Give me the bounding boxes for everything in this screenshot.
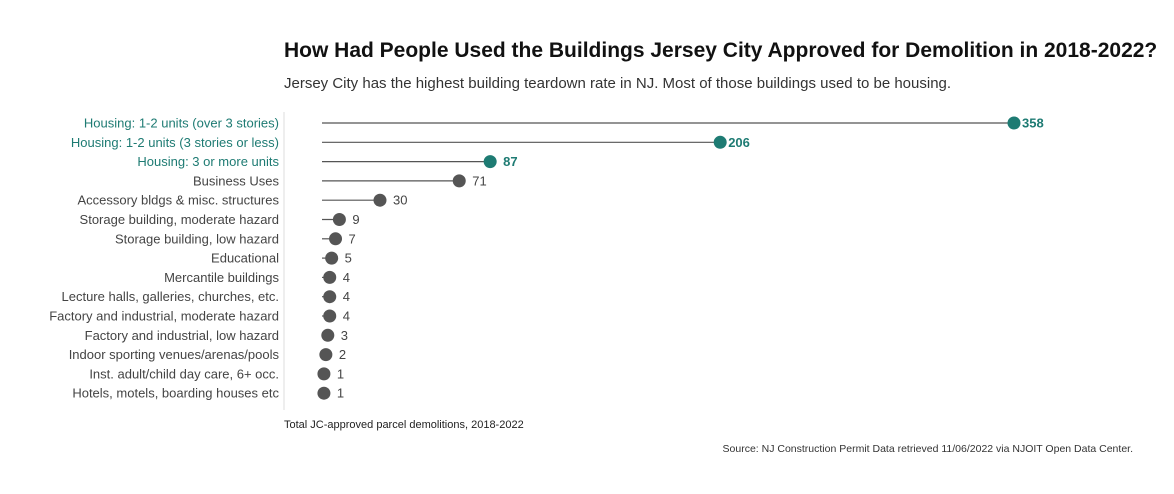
lollipop-dot xyxy=(317,367,331,381)
lollipop-dot xyxy=(323,270,337,284)
lollipop-dot xyxy=(323,309,337,323)
value-label: 358 xyxy=(1022,116,1044,131)
category-label: Lecture halls, galleries, churches, etc. xyxy=(62,289,280,304)
value-label: 30 xyxy=(393,193,407,208)
value-label: 1 xyxy=(337,386,344,401)
lollipop-dot xyxy=(319,348,333,362)
value-label: 87 xyxy=(503,154,517,169)
chart-subtitle: Jersey City has the highest building tea… xyxy=(284,75,951,92)
lollipop-dot xyxy=(713,135,727,149)
lollipop-dot xyxy=(321,328,335,342)
lollipop-dot xyxy=(1007,116,1021,130)
category-label: Housing: 1-2 units (over 3 stories) xyxy=(84,116,279,131)
chart-title: How Had People Used the Buildings Jersey… xyxy=(284,39,1157,62)
value-label: 1 xyxy=(337,366,344,381)
value-label: 2 xyxy=(339,347,346,362)
lollipop-dot xyxy=(483,155,497,169)
category-label: Mercantile buildings xyxy=(164,270,279,285)
lollipop-dot xyxy=(317,386,331,400)
category-label: Inst. adult/child day care, 6+ occ. xyxy=(89,366,279,381)
category-label: Factory and industrial, moderate hazard xyxy=(49,309,279,324)
value-label: 3 xyxy=(341,328,348,343)
lollipop-dot xyxy=(323,290,337,304)
value-label: 4 xyxy=(343,289,350,304)
category-label: Housing: 3 or more units xyxy=(137,154,279,169)
value-label: 206 xyxy=(728,135,750,150)
category-label: Housing: 1-2 units (3 stories or less) xyxy=(71,135,279,150)
category-label: Educational xyxy=(211,251,279,266)
category-label: Business Uses xyxy=(193,173,279,188)
value-label: 71 xyxy=(472,173,486,188)
x-axis-label: Total JC-approved parcel demolitions, 20… xyxy=(284,419,524,431)
category-label: Accessory bldgs & misc. structures xyxy=(77,193,279,208)
lollipop-dot xyxy=(373,193,387,207)
category-label: Hotels, motels, boarding houses etc xyxy=(72,386,279,401)
source-note: Source: NJ Construction Permit Data retr… xyxy=(723,443,1133,455)
value-label: 7 xyxy=(349,231,356,246)
lollipop-dot xyxy=(452,174,466,188)
chart-rows: Housing: 1-2 units (over 3 stories) 358 Ho… xyxy=(49,116,1044,401)
value-label: 9 xyxy=(352,212,359,227)
lollipop-dot xyxy=(325,251,339,265)
category-label: Storage building, moderate hazard xyxy=(80,212,279,227)
value-label: 5 xyxy=(345,251,352,266)
category-label: Storage building, low hazard xyxy=(115,231,279,246)
lollipop-dot xyxy=(329,232,343,246)
value-label: 4 xyxy=(343,309,350,324)
category-label: Indoor sporting venues/arenas/pools xyxy=(69,347,280,362)
lollipop-dot xyxy=(332,213,346,226)
category-label: Factory and industrial, low hazard xyxy=(85,328,279,343)
value-label: 4 xyxy=(343,270,350,285)
